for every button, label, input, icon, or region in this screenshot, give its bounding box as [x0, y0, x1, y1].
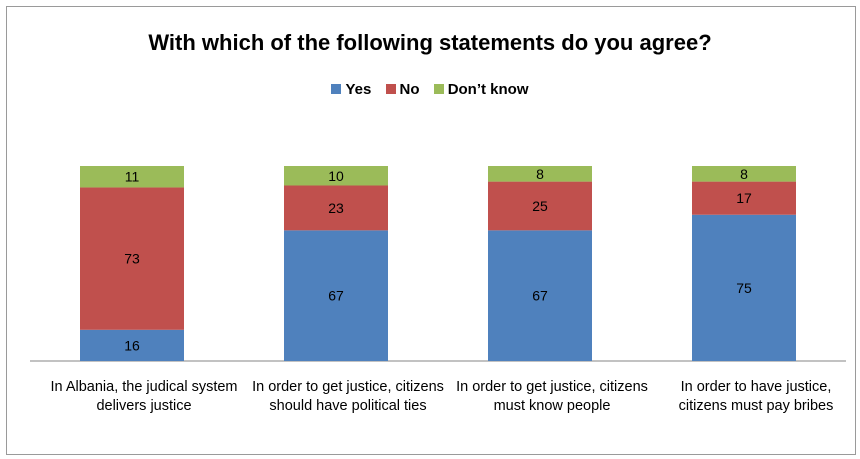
bar-no-2	[284, 185, 388, 231]
data-label-no-1: 73	[124, 251, 140, 267]
data-label-yes-3: 67	[532, 288, 548, 304]
chart-title: With which of the following statements d…	[148, 30, 712, 55]
legend-swatch-dont-know	[433, 84, 444, 94]
data-label-yes-2: 67	[328, 288, 344, 304]
category-label-1: In Albania, the judical system delivers …	[50, 379, 238, 414]
legend-label-dont-know: Don’t know	[447, 81, 529, 98]
legend-item-yes: Yes	[331, 81, 371, 98]
bar-dont-know-2	[284, 166, 388, 186]
data-label-yes-1: 16	[124, 337, 140, 353]
data-label-dont-know-3: 8	[536, 166, 544, 182]
legend-item-dont-know: Don’t know	[433, 81, 529, 98]
bar-no-4	[692, 181, 796, 215]
legend-label-no: No	[399, 81, 420, 98]
bar-dont-know-3	[488, 166, 592, 182]
bar-dont-know-4	[692, 166, 796, 182]
bar-yes-1	[80, 329, 184, 361]
data-label-no-4: 17	[736, 190, 752, 206]
legend-swatch-no	[385, 84, 396, 94]
bar-no-1	[80, 187, 184, 330]
data-label-dont-know-4: 8	[740, 166, 748, 182]
bar-yes-4	[692, 214, 796, 361]
category-label-3: In order to get justice, citizens must k…	[456, 379, 648, 414]
bar-dont-know-1	[80, 166, 184, 188]
data-label-no-3: 25	[532, 198, 548, 214]
legend-item-no: No	[385, 81, 420, 98]
legend: Yes No Don’t know	[0, 81, 860, 98]
data-label-dont-know-1: 11	[125, 169, 140, 185]
data-label-dont-know-2: 10	[328, 168, 344, 184]
bar-no-3	[488, 181, 592, 231]
category-label-2: In order to get justice, citizens should…	[252, 379, 444, 414]
legend-swatch-yes	[331, 84, 342, 94]
category-label-4: In order to have justice, citizens must …	[678, 379, 834, 414]
bar-yes-2	[284, 230, 388, 361]
bar-yes-3	[488, 230, 592, 361]
data-label-yes-4: 75	[736, 280, 752, 296]
legend-label-yes: Yes	[345, 81, 372, 98]
data-label-no-2: 23	[328, 200, 344, 216]
